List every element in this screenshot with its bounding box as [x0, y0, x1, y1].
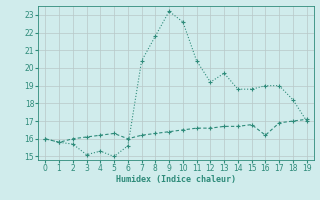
X-axis label: Humidex (Indice chaleur): Humidex (Indice chaleur)	[116, 175, 236, 184]
